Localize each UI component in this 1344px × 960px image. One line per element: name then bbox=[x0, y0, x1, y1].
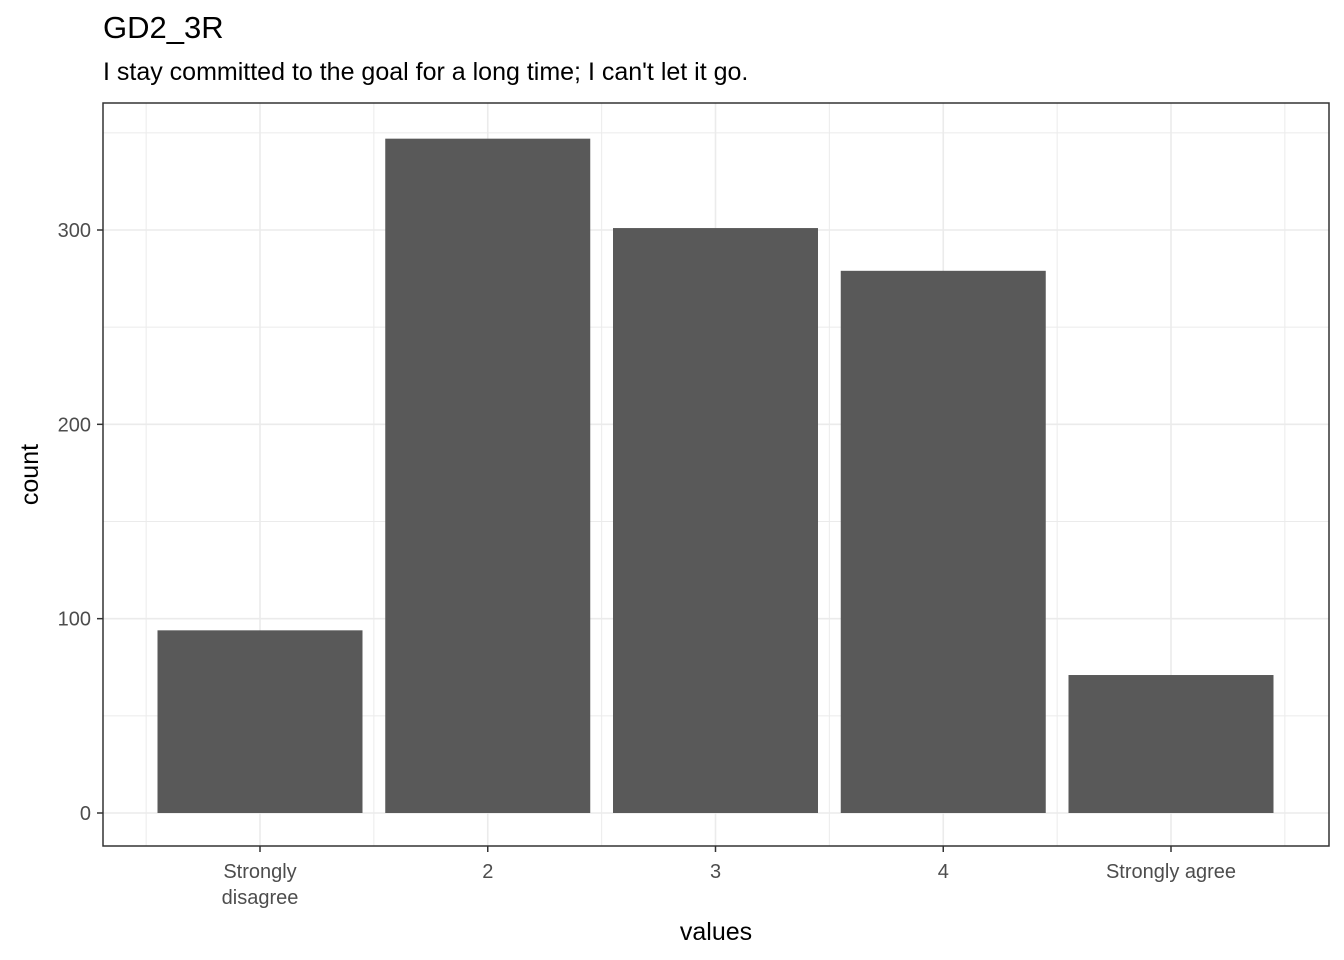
x-tick-label: Strongly disagree bbox=[222, 861, 299, 909]
x-tick-label: 4 bbox=[938, 861, 949, 883]
y-tick-label: 100 bbox=[58, 609, 91, 631]
y-tick-label: 0 bbox=[80, 803, 91, 825]
bar bbox=[157, 630, 363, 813]
y-axis: 0 100 200 300 bbox=[58, 220, 103, 825]
x-axis: Strongly disagree 2 3 4 Strongly agree bbox=[222, 846, 1236, 909]
bar bbox=[1068, 675, 1274, 813]
y-axis-title: count bbox=[16, 444, 44, 505]
x-tick-label: 2 bbox=[482, 861, 493, 883]
chart-title: GD2_3R bbox=[103, 10, 224, 45]
bar bbox=[840, 270, 1046, 813]
x-axis-title: values bbox=[680, 918, 752, 946]
y-tick-label: 300 bbox=[58, 220, 91, 242]
bar bbox=[613, 228, 818, 814]
bar bbox=[385, 138, 591, 813]
x-tick-label: Strongly agree bbox=[1106, 861, 1236, 883]
y-tick-label: 200 bbox=[58, 414, 91, 436]
bars bbox=[157, 138, 1274, 814]
x-tick-label: 3 bbox=[710, 861, 721, 883]
chart-subtitle: I stay committed to the goal for a long … bbox=[103, 58, 749, 86]
